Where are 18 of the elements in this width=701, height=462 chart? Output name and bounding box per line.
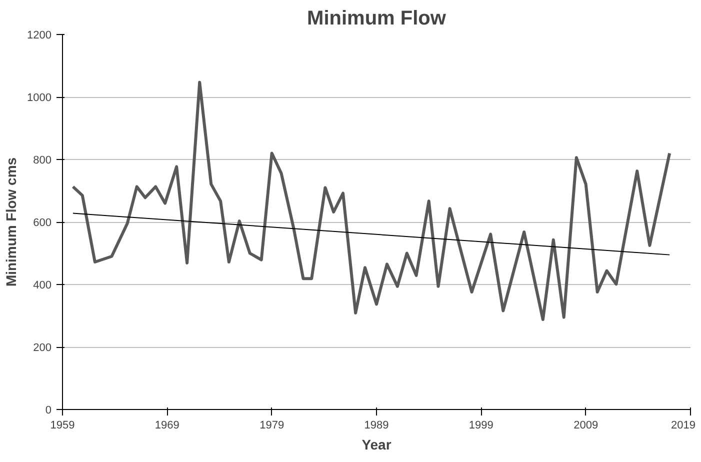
y-tick-label: 600 [33,217,52,229]
y-tick-label: 400 [33,280,52,292]
x-tick-label: 2019 [671,420,696,432]
y-tick-label: 200 [33,342,52,354]
x-tick-label: 1989 [364,420,389,432]
x-tick-label: 1979 [260,420,284,432]
y-tick-label: 1200 [27,30,52,42]
x-tick-label: 1959 [50,420,75,432]
x-axis-title: Year [362,436,392,452]
chart-title: Minimum Flow [307,8,446,30]
x-tick-label: 1969 [154,420,180,432]
y-tick-label: 800 [33,154,52,166]
x-tick-label: 2009 [574,420,598,432]
y-tick-label: 1000 [27,92,52,104]
line-series [71,80,672,321]
x-tick-label: 1999 [468,420,494,432]
y-axis-title: Minimum Flow cms [3,157,20,287]
y-tick-label: 0 [45,404,52,416]
